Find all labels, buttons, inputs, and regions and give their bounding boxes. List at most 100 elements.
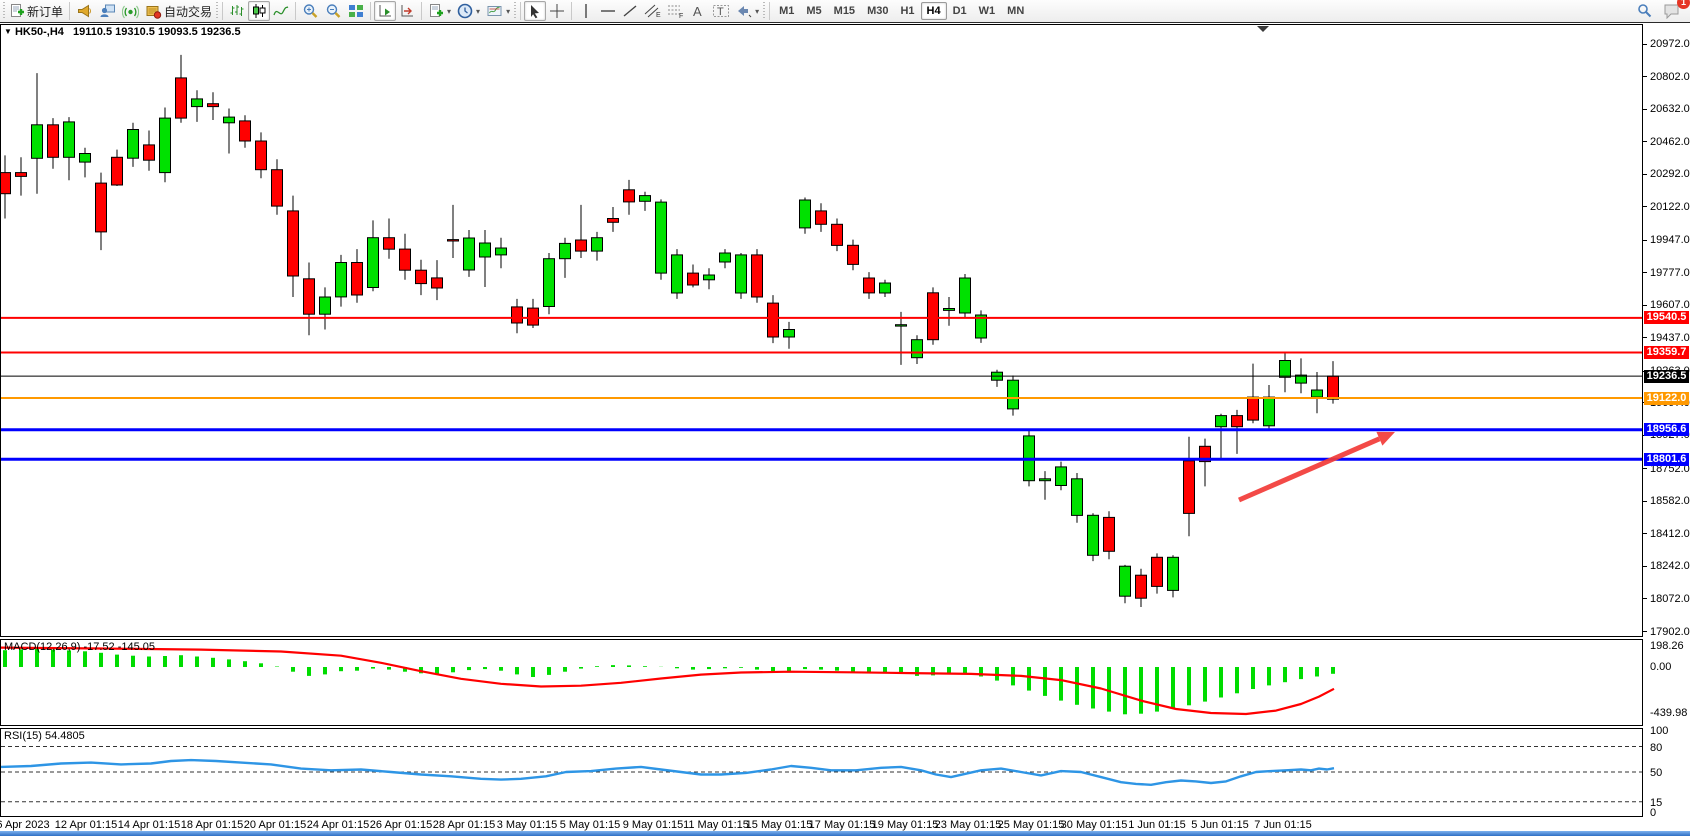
zoom-in-button[interactable] bbox=[299, 1, 322, 21]
svg-text:F: F bbox=[679, 13, 683, 19]
taskbar-edge bbox=[0, 831, 1690, 836]
channel-icon: E bbox=[644, 3, 661, 19]
crosshair-button[interactable] bbox=[546, 1, 568, 21]
cursor-button[interactable] bbox=[524, 1, 547, 21]
date-label: 5 May 01:15 bbox=[559, 819, 621, 831]
period-button[interactable]: ▾ bbox=[454, 1, 483, 21]
bear-candle-body bbox=[815, 210, 827, 225]
rsi-pane[interactable]: RSI(15) 54.4805 bbox=[0, 728, 1643, 817]
candlestick-canvas[interactable] bbox=[1, 25, 1642, 636]
tile-windows-button[interactable] bbox=[345, 1, 367, 21]
bear-candle-body bbox=[1231, 415, 1243, 428]
bear-candle-body bbox=[1327, 375, 1339, 400]
search-button[interactable] bbox=[1633, 1, 1656, 21]
timeframe-bar: M1 M5 M15 M30 H1 H4 D1 W1 MN bbox=[773, 2, 1030, 20]
trendline-icon bbox=[622, 3, 638, 19]
price-tick-mark bbox=[1643, 43, 1647, 45]
auto-scroll-button[interactable] bbox=[374, 1, 397, 21]
new-chart-button[interactable]: ▾ bbox=[425, 1, 454, 21]
toolbar-grip[interactable] bbox=[763, 2, 766, 20]
svg-text:A: A bbox=[693, 4, 702, 19]
zoom-out-button[interactable] bbox=[322, 1, 345, 21]
bear-candle-body bbox=[95, 182, 107, 233]
price-badge-19122.0: 19122.0 bbox=[1644, 391, 1689, 405]
bear-candle-body bbox=[767, 302, 779, 338]
text-a-icon: A bbox=[691, 3, 705, 19]
date-label: 1 Jun 01:15 bbox=[1128, 819, 1186, 831]
rsi-line bbox=[1, 758, 1335, 786]
horn-button[interactable] bbox=[73, 1, 96, 21]
line-chart-icon bbox=[273, 3, 289, 19]
toolbar-grip[interactable] bbox=[216, 2, 219, 20]
macd-pane[interactable]: MACD(12,26,9) -17.52 -145.05 bbox=[0, 639, 1643, 726]
equidistant-channel-button[interactable]: E bbox=[641, 1, 664, 21]
price-tick-label: 17902.0 bbox=[1650, 625, 1690, 638]
divider bbox=[370, 2, 372, 20]
text-button[interactable]: A bbox=[687, 1, 709, 21]
signals-button[interactable] bbox=[119, 1, 142, 21]
date-label: 17 May 01:15 bbox=[808, 819, 876, 831]
timeframe-M15[interactable]: M15 bbox=[833, 5, 856, 17]
divider bbox=[520, 2, 522, 20]
autotrading-button[interactable]: 自动交易 bbox=[142, 1, 215, 21]
price-tick-mark bbox=[1643, 108, 1647, 110]
fibonacci-button[interactable]: F bbox=[664, 1, 687, 21]
date-label: 28 Apr 01:15 bbox=[432, 819, 496, 831]
bull-candle-body bbox=[319, 296, 331, 315]
price-tick-mark bbox=[1643, 141, 1647, 143]
price-axis: 20972.0 20802.0 20632.0 20462.0 20292.0 20122… bbox=[1643, 23, 1690, 819]
timeframe-M1[interactable]: M1 bbox=[779, 5, 795, 17]
timeframe-M5[interactable]: M5 bbox=[806, 5, 822, 17]
price-tick-label: 18582.0 bbox=[1650, 495, 1690, 508]
terminal-button[interactable] bbox=[96, 1, 119, 21]
template-button[interactable]: ▾ bbox=[483, 1, 513, 21]
main-chart-pane[interactable]: ▼ HK50-,H4 19110.5 19310.5 19093.5 19236… bbox=[0, 24, 1643, 637]
timeframe-D1[interactable]: D1 bbox=[952, 5, 967, 17]
chat-button[interactable]: 1 bbox=[1660, 0, 1690, 21]
new-order-button[interactable]: 新订单 bbox=[6, 1, 66, 21]
bull-candle-body bbox=[895, 324, 907, 327]
shapes-button[interactable]: ▾ bbox=[733, 1, 762, 21]
bull-candle-body bbox=[959, 277, 971, 314]
price-tick-label: 19777.0 bbox=[1650, 266, 1690, 279]
bear-candle-body bbox=[303, 278, 315, 315]
search-icon bbox=[1636, 3, 1653, 19]
price-tick-label: 20462.0 bbox=[1650, 135, 1690, 148]
bull-candle-body bbox=[1295, 374, 1307, 384]
bull-candle-body bbox=[223, 116, 235, 124]
vertical-line-button[interactable] bbox=[575, 1, 597, 21]
price-tick-mark bbox=[1643, 272, 1647, 274]
bull-candle-body bbox=[1007, 379, 1019, 410]
svg-text:T: T bbox=[717, 6, 724, 18]
timeframe-MN[interactable]: MN bbox=[1007, 5, 1025, 17]
date-label: 5 Jun 01:15 bbox=[1191, 819, 1249, 831]
price-badge-19540.5: 19540.5 bbox=[1644, 311, 1689, 325]
bull-candle-body bbox=[559, 242, 571, 260]
toolbar-grip[interactable] bbox=[3, 2, 5, 20]
text-label-button[interactable]: T bbox=[709, 1, 733, 21]
collapse-triangle-icon[interactable]: ▼ bbox=[4, 27, 12, 36]
bear-candle-body bbox=[511, 306, 523, 324]
rsi-label: RSI(15) 54.4805 bbox=[4, 730, 85, 742]
horizontal-line-button[interactable] bbox=[597, 1, 619, 21]
divider bbox=[295, 2, 297, 20]
bear-candle-body bbox=[47, 124, 59, 158]
candlestick-chart-button[interactable] bbox=[248, 1, 271, 21]
divider bbox=[69, 2, 71, 20]
chart-shift-button[interactable] bbox=[396, 1, 418, 21]
rsi-canvas[interactable] bbox=[1, 729, 1642, 816]
price-tick-label: 19607.0 bbox=[1650, 299, 1690, 312]
toolbar-grip[interactable] bbox=[514, 2, 517, 20]
bull-candle-body bbox=[63, 121, 75, 158]
trendline-button[interactable] bbox=[619, 1, 641, 21]
line-chart-button[interactable] bbox=[270, 1, 292, 21]
timeframe-H1[interactable]: H1 bbox=[900, 5, 915, 17]
bull-candle-body bbox=[1119, 565, 1131, 597]
bar-chart-button[interactable] bbox=[226, 1, 248, 21]
trend-arrow-annotation[interactable] bbox=[1238, 431, 1395, 503]
macd-canvas[interactable] bbox=[1, 640, 1642, 725]
timeframe-H4[interactable]: H4 bbox=[920, 2, 947, 20]
timeframe-M30[interactable]: M30 bbox=[867, 5, 889, 17]
timeframe-W1[interactable]: W1 bbox=[978, 5, 996, 17]
bull-candle-body bbox=[591, 237, 603, 252]
